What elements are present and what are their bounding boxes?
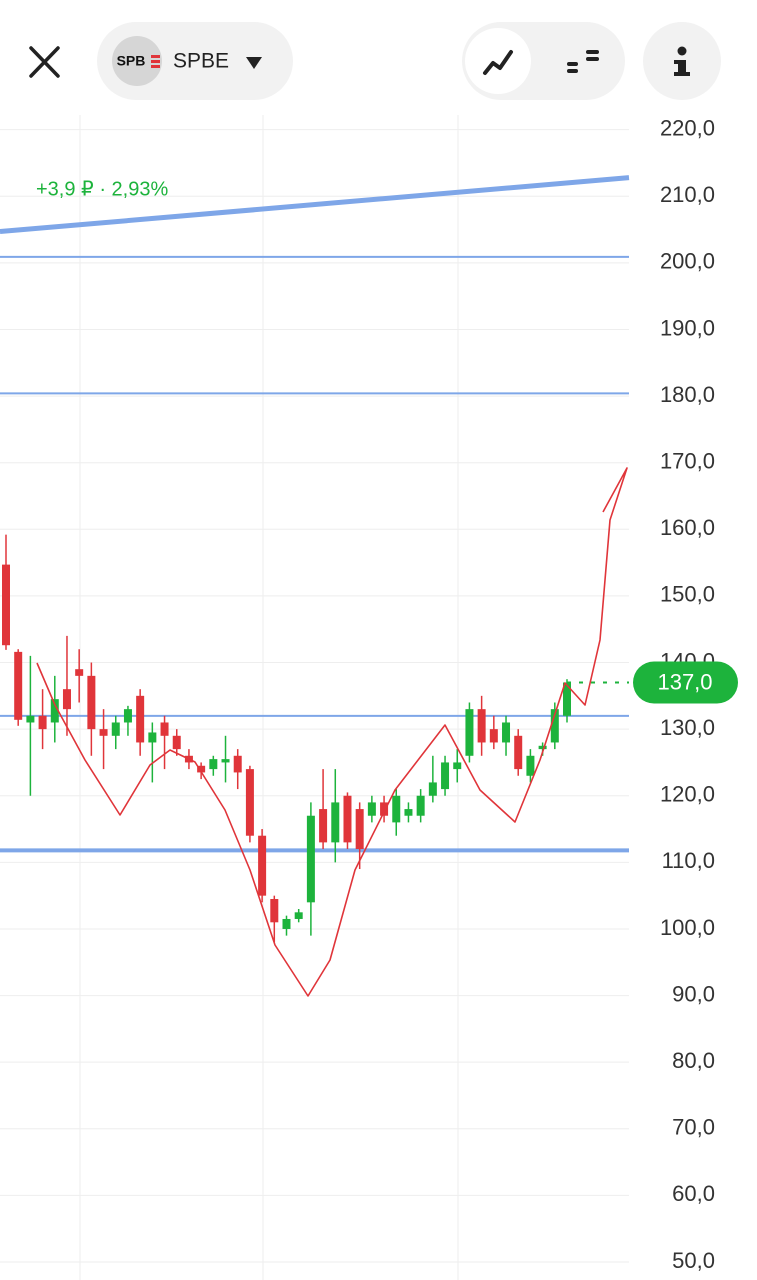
candle-body (172, 735, 181, 750)
candle-body (428, 782, 437, 796)
candle-body (87, 675, 96, 730)
candle-body (319, 809, 328, 843)
chart-area: 220,0 210,0 200,0 190,0 180,0 170,0 160,0 150,0… (0, 115, 715, 1280)
candle-body (343, 795, 352, 843)
candle-body (99, 729, 108, 736)
y-tick-label: 200,0 (660, 249, 715, 274)
info-icon (674, 46, 690, 76)
candle-body (331, 802, 340, 843)
y-tick-label: 190,0 (660, 315, 715, 340)
logo-bar (151, 60, 160, 63)
candle-body (282, 918, 291, 929)
candle-body (221, 759, 230, 763)
y-tick-label: 50,0 (672, 1248, 715, 1273)
logo-bar (151, 55, 160, 58)
candle-body (380, 802, 389, 816)
candle-body (111, 722, 120, 736)
y-tick-label: 160,0 (660, 515, 715, 540)
drawn-annotation (36, 467, 628, 997)
close-button[interactable] (29, 46, 60, 78)
y-tick-label: 220,0 (660, 115, 715, 140)
candle-body (563, 682, 571, 716)
logo-bar (151, 65, 160, 68)
y-tick-label: 110,0 (662, 848, 715, 873)
ticker: SPBE (173, 50, 229, 73)
y-tick-label: 130,0 (660, 715, 715, 740)
candle-body (148, 732, 157, 743)
candle-body (441, 762, 450, 790)
candle-body (270, 898, 279, 923)
candle-body (233, 755, 242, 773)
last-price-label: 137,0 (657, 669, 712, 694)
candle-body (26, 715, 35, 723)
candle-body (38, 715, 47, 730)
y-tick-label: 180,0 (660, 382, 715, 407)
candle-body (160, 722, 169, 736)
candle-body (526, 755, 535, 776)
candle-body (477, 709, 486, 743)
y-tick-label: 170,0 (660, 449, 715, 474)
candle-body (416, 795, 425, 816)
candle-body (538, 745, 547, 750)
candle-body (367, 802, 376, 816)
candle-body (258, 835, 267, 896)
y-tick-label: 100,0 (660, 915, 715, 940)
logo-text: SPB (117, 53, 146, 69)
candle-body (197, 765, 206, 773)
candle-body (50, 699, 59, 723)
candle-body (14, 651, 23, 720)
candle-body (294, 912, 303, 919)
y-tick-label: 210,0 (660, 182, 715, 207)
trend-line (0, 175, 630, 235)
candle-body (502, 722, 511, 743)
change-label: +3,9 ₽ · 2,93% (36, 178, 168, 200)
candle-body (209, 759, 218, 770)
line-mode-button[interactable] (465, 28, 531, 94)
candle-body (550, 709, 559, 743)
logo (112, 36, 162, 86)
y-tick-label: 150,0 (660, 582, 715, 607)
candle-body (2, 564, 10, 646)
candle-mode-button[interactable] (567, 50, 599, 73)
last-price-badge (633, 661, 738, 704)
candle-body (453, 762, 462, 770)
candle-body (392, 795, 401, 823)
candle-body (306, 815, 315, 903)
candle-body (75, 669, 84, 676)
ticker-chip[interactable]: SPB SPBE (97, 22, 293, 100)
candle-body (489, 729, 498, 743)
candle-body (245, 769, 254, 836)
y-tick-label: 90,0 (672, 981, 715, 1006)
candle-body (355, 809, 364, 850)
y-tick-label: 70,0 (672, 1115, 715, 1140)
y-tick-label: 60,0 (672, 1181, 715, 1206)
candle-body (404, 809, 413, 816)
chart-type-toggle (462, 22, 625, 100)
line-icon (483, 50, 513, 75)
y-tick-label: 120,0 (660, 782, 715, 807)
candle-body (123, 709, 132, 723)
candle-body (514, 735, 523, 770)
y-tick-label: 80,0 (672, 1048, 715, 1073)
candle-body (136, 695, 145, 743)
header: SPB SPBE (0, 0, 757, 115)
dropdown-arrow (246, 57, 262, 69)
candle-body (62, 689, 71, 710)
candle-body (465, 709, 474, 756)
